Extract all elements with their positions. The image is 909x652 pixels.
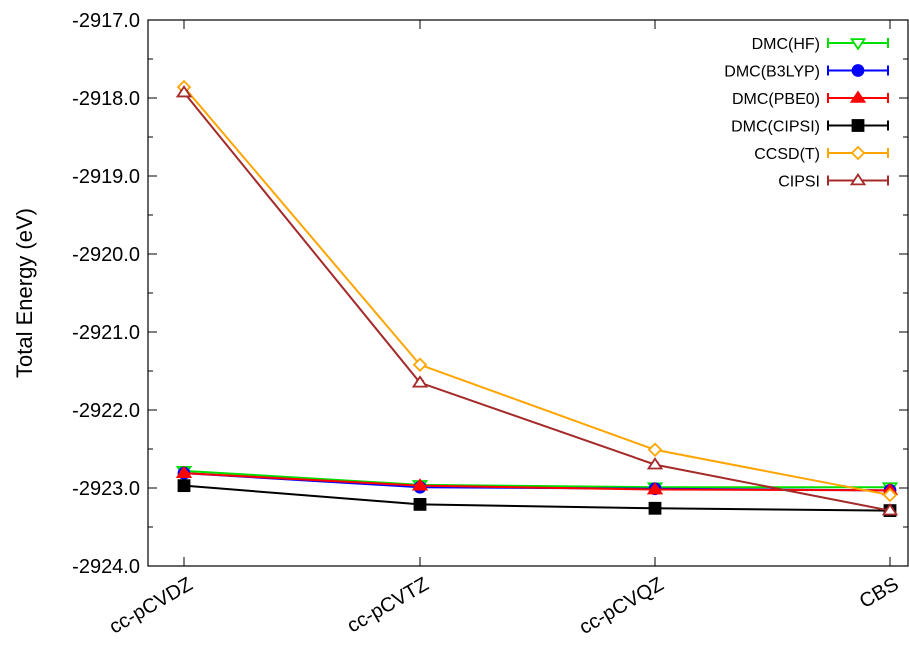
legend-label: DMC(PBE0) — [732, 91, 820, 108]
legend-label: CIPSI — [778, 174, 820, 191]
y-tick-label: -2917.0 — [72, 10, 140, 32]
data-point — [411, 375, 429, 388]
y-tick-label: -2923.0 — [72, 478, 140, 500]
series-line — [183, 91, 891, 512]
data-point — [175, 85, 193, 98]
legend-marker — [849, 173, 867, 186]
y-tick-label: -2918.0 — [72, 88, 140, 110]
data-point — [413, 497, 427, 511]
data-point — [882, 487, 898, 503]
series-line — [183, 86, 891, 497]
legend-marker — [850, 145, 866, 161]
y-tick-label: -2922.0 — [72, 400, 140, 422]
data-point — [646, 482, 664, 495]
y-tick-label: -2924.0 — [72, 556, 140, 578]
legend-marker — [849, 38, 867, 51]
series-line — [183, 472, 891, 492]
series-layer — [175, 79, 899, 518]
legend-marker — [851, 119, 865, 132]
data-point — [647, 442, 663, 458]
data-point — [411, 478, 429, 491]
data-point — [646, 457, 664, 470]
legend-label: DMC(HF) — [752, 36, 820, 53]
y-tick-label: -2919.0 — [72, 166, 140, 188]
legend-marker — [851, 64, 865, 77]
data-point — [648, 501, 662, 515]
legend: DMC(HF) DMC(B3LYP) DMC(PBE0) DMC(CIPSI) CCSD… — [724, 36, 889, 191]
data-point — [177, 479, 191, 493]
legend-label: CCSD(T) — [754, 146, 820, 163]
plot-frame — [147, 19, 909, 567]
y-tick-label: -2921.0 — [72, 322, 140, 344]
y-axis-label: Total Energy (eV) — [12, 208, 37, 378]
data-point — [881, 503, 899, 516]
data-point — [175, 465, 193, 478]
legend-label: DMC(B3LYP) — [724, 64, 820, 81]
data-point — [412, 357, 428, 373]
series-CIPSI — [175, 85, 899, 516]
legend-marker — [849, 90, 867, 103]
series-line — [183, 484, 891, 512]
y-tick-label: -2920.0 — [72, 244, 140, 266]
legend-label: DMC(CIPSI) — [731, 119, 820, 136]
